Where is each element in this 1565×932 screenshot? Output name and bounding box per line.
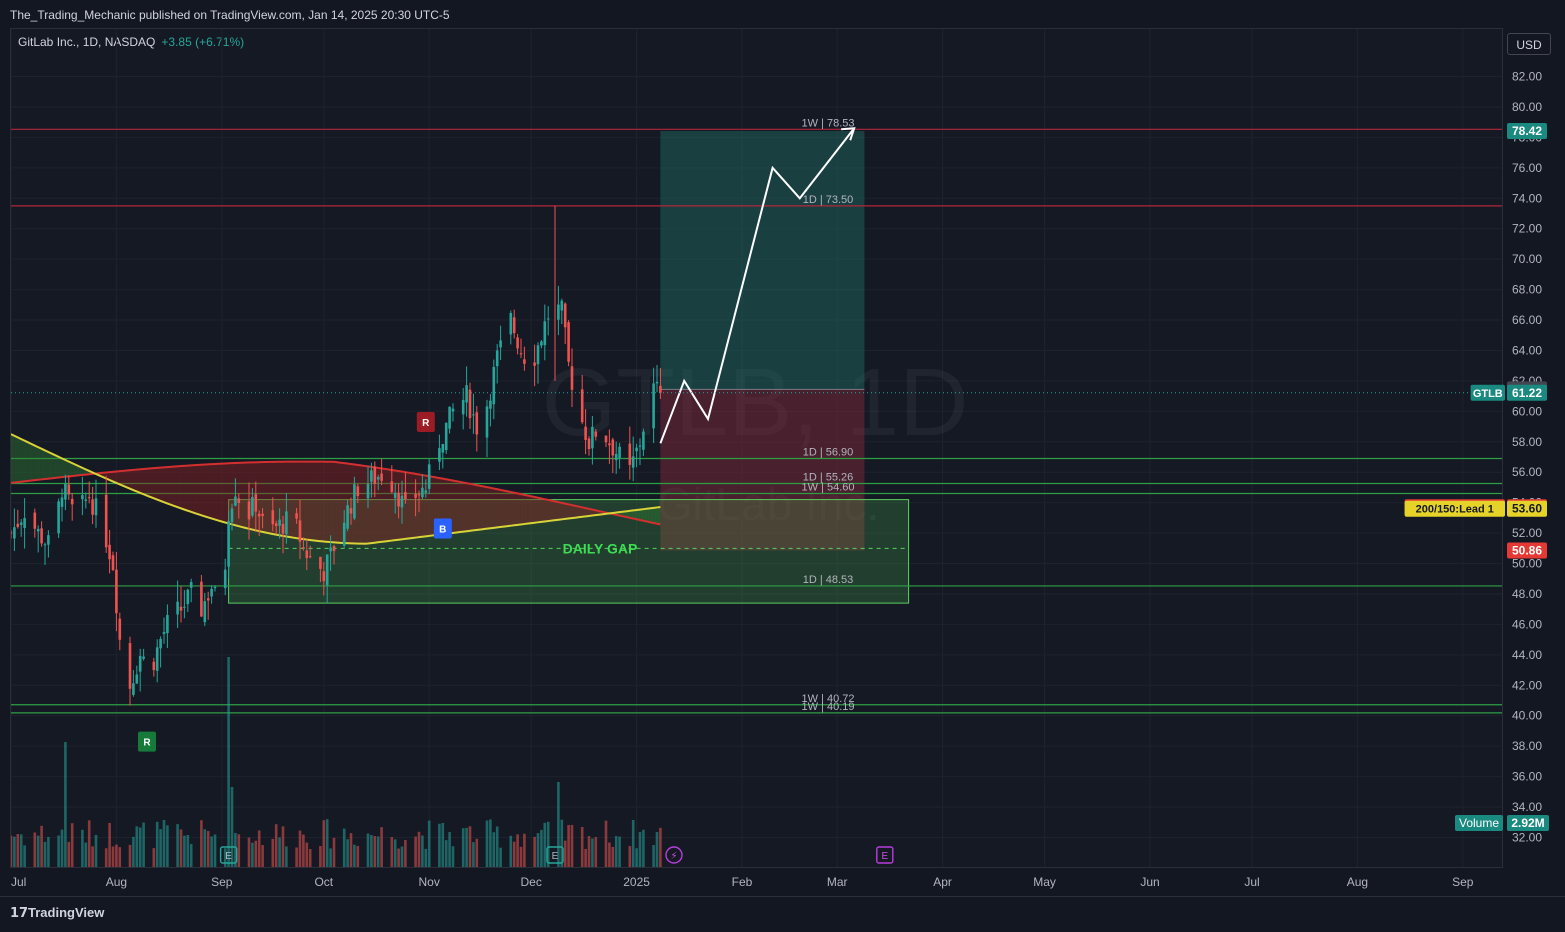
y-tick-label: 56.00 <box>1512 465 1542 479</box>
price-tag-bg <box>1507 500 1547 517</box>
y-tick-label: 80.00 <box>1512 100 1542 114</box>
price-tag-text: 78.42 <box>1512 124 1542 138</box>
y-tick-label: 72.00 <box>1512 222 1542 236</box>
price-tag-text: 61.44 <box>1512 382 1542 396</box>
x-tick-label: Dec <box>521 875 542 889</box>
y-tick-label: 50.00 <box>1512 557 1542 571</box>
symbol-legend[interactable]: GitLab Inc., 1D, NASDAQ +3.85 (+6.71%) <box>18 35 244 49</box>
y-tick-label: 82.00 <box>1512 70 1542 84</box>
y-tick-label: 46.00 <box>1512 617 1542 631</box>
x-tick-label: Aug <box>1347 875 1368 889</box>
y-tick-label: 32.00 <box>1512 831 1542 845</box>
y-tick-label: 40.00 <box>1512 709 1542 723</box>
y-tick-label: 74.00 <box>1512 191 1542 205</box>
x-tick-label: Feb <box>732 875 753 889</box>
currency-button[interactable]: USD <box>1507 33 1551 55</box>
y-tick-label: 68.00 <box>1512 283 1542 297</box>
tradingview-logo-icon: 𝟭𝟳 <box>10 905 29 920</box>
tradingview-brand: TradingView <box>28 905 105 920</box>
y-tick-label: 36.00 <box>1512 770 1542 784</box>
x-tick-label: 2025 <box>623 875 650 889</box>
x-tick-label: Jul <box>11 875 26 889</box>
price-tag-text: 50.86 <box>1512 543 1542 557</box>
y-tick-label: 48.00 <box>1512 587 1542 601</box>
y-tick-label: 64.00 <box>1512 343 1542 357</box>
y-tick-label: 34.00 <box>1512 800 1542 814</box>
y-tick-label: 62.00 <box>1512 374 1542 388</box>
y-tick-label: 54.00 <box>1512 496 1542 510</box>
x-tick-label: Jul <box>1244 875 1259 889</box>
publisher-text: The_Trading_Mechanic published on Tradin… <box>10 8 450 22</box>
y-tick-label: 66.00 <box>1512 313 1542 327</box>
y-tick-label: 78.00 <box>1512 130 1542 144</box>
chart-frame[interactable] <box>10 28 1503 868</box>
y-tick-label: 76.00 <box>1512 161 1542 175</box>
publisher-bar: The_Trading_Mechanic published on Tradin… <box>0 0 1565 28</box>
y-tick-label: 44.00 <box>1512 648 1542 662</box>
price-tag-text: 53.60 <box>1512 502 1542 516</box>
tradingview-logo[interactable]: 𝟭𝟳TradingView <box>10 905 104 921</box>
y-axis: 82.00 80.00 78.00 76.00 74.00 72.00 70.00 68.00… <box>1512 70 1542 845</box>
y-tick-label: 52.00 <box>1512 526 1542 540</box>
y-tick-label: 70.00 <box>1512 252 1542 266</box>
x-tick-label: May <box>1033 875 1056 889</box>
y-tick-label: 38.00 <box>1512 739 1542 753</box>
price-tag-bg <box>1507 542 1547 559</box>
x-axis: Jul Aug Sep Oct Nov Dec 2025 Feb Mar Apr May Jun Jul… <box>11 875 1474 889</box>
y-tick-label: 58.00 <box>1512 435 1542 449</box>
x-tick-label: Jun <box>1140 875 1159 889</box>
symbol-name: GitLab Inc., 1D, NASDAQ <box>18 35 156 49</box>
x-tick-label: Oct <box>314 875 333 889</box>
x-tick-label: Aug <box>106 875 127 889</box>
price-tag-bg <box>1507 384 1547 401</box>
bottom-bar <box>0 896 1565 932</box>
x-tick-label: Sep <box>211 875 233 889</box>
price-tag-text: 53.70 <box>1512 500 1542 514</box>
price-change: +3.85 (+6.71%) <box>161 35 245 49</box>
price-tag-text: 61.22 <box>1512 386 1542 400</box>
volume-tag-value-bg <box>1507 815 1549 831</box>
y-tick-label: 60.00 <box>1512 404 1542 418</box>
price-tag-bg <box>1507 499 1547 516</box>
x-tick-label: Apr <box>933 875 952 889</box>
x-tick-label: Sep <box>1452 875 1474 889</box>
x-tick-label: Nov <box>419 875 440 889</box>
price-tag-bg <box>1507 381 1547 398</box>
volume-tag-value: 2.92M <box>1511 816 1544 830</box>
price-tag-bg <box>1507 122 1547 139</box>
y-tick-label: 42.00 <box>1512 678 1542 692</box>
x-tick-label: Mar <box>827 875 848 889</box>
